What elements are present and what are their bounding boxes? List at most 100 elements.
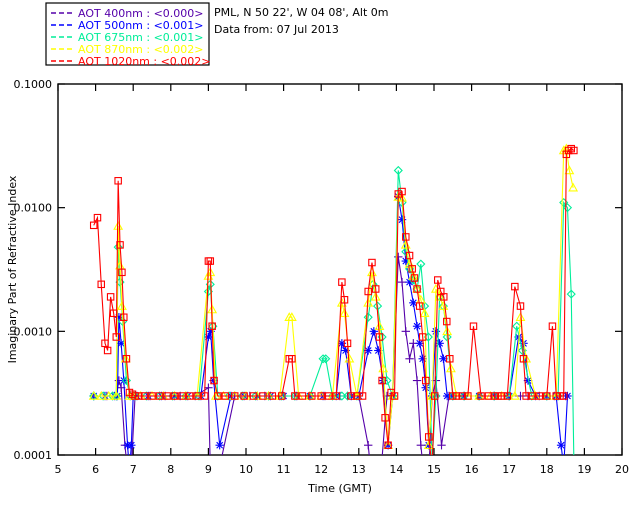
data-marker-square: [268, 392, 277, 400]
x-tick-label: 8: [167, 463, 174, 476]
data-marker-square: [249, 392, 258, 400]
legend-label-1[interactable]: AOT 500nm : <0.001>: [78, 19, 204, 32]
data-marker-diamond: [321, 354, 331, 364]
y-axis-title: Imaginary Part of Refractive Index: [6, 175, 19, 363]
data-marker-square: [114, 177, 122, 185]
data-marker-triangle: [286, 312, 297, 321]
data-marker-square: [503, 392, 512, 400]
data-marker-square: [408, 265, 416, 273]
data-marker-square: [440, 293, 448, 301]
data-marker-asterisk: [364, 347, 372, 354]
data-marker-triangle: [509, 390, 520, 400]
data-marker-square: [497, 392, 506, 400]
data-marker-asterisk: [117, 339, 125, 347]
data-marker-square: [567, 144, 575, 153]
legend-label-2[interactable]: AOT 675nm : <0.001>: [78, 31, 204, 44]
data-marker-square: [332, 392, 340, 400]
data-marker-triangle: [113, 220, 124, 230]
data-marker-diamond: [416, 259, 426, 269]
data-marker-diamond: [474, 391, 484, 401]
data-marker-square: [434, 276, 442, 284]
legend-label-3[interactable]: AOT 870nm : <0.002>: [78, 43, 204, 56]
data-marker-square: [413, 285, 421, 293]
data-marker-square: [405, 251, 414, 260]
data-marker-triangle: [419, 308, 430, 318]
data-marker-square: [131, 392, 139, 400]
data-marker-square: [556, 392, 564, 400]
y-tick-label: 0.0001: [14, 449, 53, 462]
y-tick-label: 0.0010: [14, 325, 53, 338]
data-marker-square: [308, 392, 316, 400]
data-marker-triangle: [442, 326, 453, 336]
data-marker-square: [418, 333, 427, 341]
data-marker-triangle: [88, 390, 99, 400]
data-marker-square: [562, 150, 571, 159]
data-marker-square: [570, 146, 578, 155]
data-marker-asterisk: [524, 377, 532, 384]
data-marker-diamond: [412, 284, 422, 294]
data-marker-diamond: [89, 391, 99, 401]
data-marker-square: [484, 392, 493, 400]
data-marker-square: [522, 392, 530, 400]
data-marker-square: [381, 414, 389, 422]
data-marker-square: [511, 282, 519, 291]
data-marker-square: [103, 346, 112, 355]
data-marker-square: [210, 376, 218, 385]
data-marker-diamond: [393, 165, 403, 176]
data-marker-square: [516, 302, 525, 310]
series-line: [93, 147, 575, 455]
data-marker-diamond: [250, 391, 260, 401]
data-marker-triangle: [423, 440, 434, 449]
data-marker-diamond: [442, 332, 452, 342]
data-marker-square: [170, 392, 179, 400]
data-marker-square: [89, 221, 98, 230]
data-marker-square: [548, 322, 557, 330]
data-marker-square: [358, 392, 367, 400]
data-marker-diamond: [305, 391, 315, 401]
data-marker-square: [116, 241, 124, 249]
data-marker-square: [519, 355, 528, 363]
data-marker-square: [97, 280, 105, 289]
legend-label-4[interactable]: AOT 1020nm : <0.002>: [78, 55, 211, 68]
x-tick-label: 9: [205, 463, 212, 476]
data-marker-asterisk: [216, 441, 224, 449]
data-marker-square: [277, 392, 286, 400]
data-marker-square: [298, 392, 307, 400]
data-marker-square: [371, 285, 380, 293]
data-marker-diamond: [277, 391, 287, 401]
data-marker-square: [364, 287, 372, 296]
data-marker-square: [343, 339, 352, 348]
data-marker-square: [109, 309, 118, 318]
data-marker-diamond: [363, 312, 373, 322]
x-tick-label: 17: [502, 463, 516, 476]
data-marker-square: [424, 433, 433, 441]
data-marker-diamond: [562, 203, 573, 213]
data-marker-square: [185, 392, 194, 400]
legend[interactable]: AOT 400nm : <0.000>AOT 500nm : <0.001>AO…: [45, 2, 211, 68]
data-marker-square: [353, 392, 361, 400]
data-marker-square: [93, 213, 102, 222]
data-marker-square: [469, 322, 478, 330]
legend-label-0[interactable]: AOT 400nm : <0.000>: [78, 7, 204, 20]
data-marker-diamond: [318, 354, 328, 364]
x-tick-label: 20: [615, 463, 629, 476]
data-marker-square: [552, 392, 560, 400]
data-marker-diamond: [111, 391, 121, 401]
data-marker-square: [317, 392, 325, 400]
axes: 5 6 7 8 9 10 11 12 13 14 15 16 17 18 19 20 0.0001 0.0010 0…: [14, 78, 630, 476]
plot-frame: [57, 83, 623, 456]
data-marker-square: [221, 392, 230, 400]
data-marker-square: [324, 392, 333, 400]
data-marker-square: [288, 355, 296, 363]
data-marker-square: [178, 392, 186, 400]
data-marker-diamond: [512, 321, 522, 331]
data-marker-square: [564, 146, 573, 155]
data-marker-square: [375, 333, 384, 341]
data-marker-square: [543, 392, 551, 400]
data-marker-square: [394, 190, 403, 198]
data-marker-square: [200, 392, 209, 400]
data-marker-diamond: [542, 391, 552, 401]
data-marker-square: [378, 376, 386, 385]
